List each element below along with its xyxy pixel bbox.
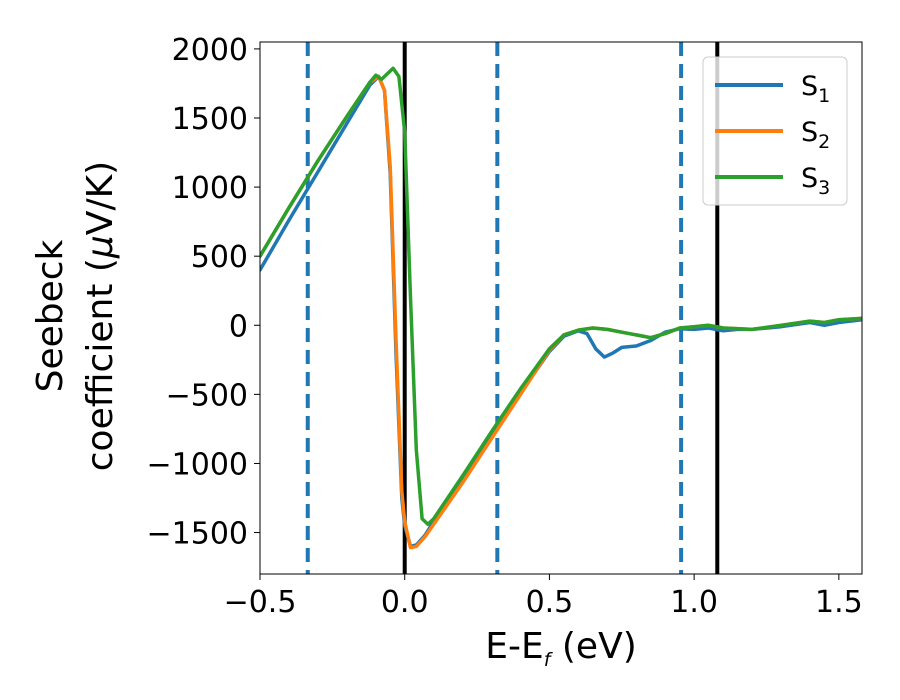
x-tick-label: −0.5: [224, 585, 297, 620]
legend-label-main: S: [801, 163, 818, 194]
legend-label-s3: S3: [801, 163, 830, 199]
y-axis-label-line1: Seebeck: [30, 239, 71, 392]
y-tick-label: −1500: [147, 517, 248, 552]
legend-label-main: S: [801, 117, 818, 148]
x-tick-label: 0.5: [526, 585, 574, 620]
y-tick-label: 500: [191, 240, 248, 275]
y-tick-label: −1000: [147, 447, 248, 482]
legend-label-s1: S1: [801, 71, 830, 107]
y-tick-label: 1000: [172, 171, 248, 206]
y-tick-label: −500: [166, 378, 248, 413]
y-tick-label: 1500: [172, 102, 248, 137]
legend-label-main: S: [801, 71, 818, 102]
x-tick-label: 1.0: [670, 585, 718, 620]
x-tick-label: 1.5: [815, 585, 863, 620]
y-axis-label-suffix: V/K): [80, 161, 121, 235]
legend-label-sub: 3: [818, 177, 830, 199]
x-axis-label: E-Ef (eV): [485, 626, 637, 671]
y-axis-label-line2: coefficient (μV/K): [80, 161, 121, 471]
reference-lines: [305, 42, 720, 574]
legend-label-sub: 2: [818, 131, 830, 153]
y-axis-label: Seebeck coefficient (μV/K): [30, 161, 121, 471]
legend-label-sub: 1: [818, 85, 830, 107]
series-line-s3: [260, 66, 862, 527]
x-axis-label-main: E-E: [485, 626, 543, 667]
x-axis-ticks: −0.5 0.0 0.5 1.0 1.5: [224, 574, 863, 620]
y-axis-label-mu: μ: [80, 235, 121, 259]
x-axis-label-unit: (eV): [550, 626, 636, 667]
x-axis-label-sub: f: [544, 649, 554, 671]
plot-frame: [259, 41, 863, 575]
legend-label-s2: S2: [801, 117, 830, 153]
x-tick-label: 0.0: [381, 585, 429, 620]
y-axis-label-prefix: coefficient (: [80, 258, 121, 471]
y-tick-label: 0: [229, 309, 248, 344]
y-tick-label: 2000: [172, 33, 248, 68]
y-axis-ticks: −1500 −1000 −500 0 500 1000 1500 2000: [147, 33, 260, 552]
series-lines: [260, 66, 862, 550]
